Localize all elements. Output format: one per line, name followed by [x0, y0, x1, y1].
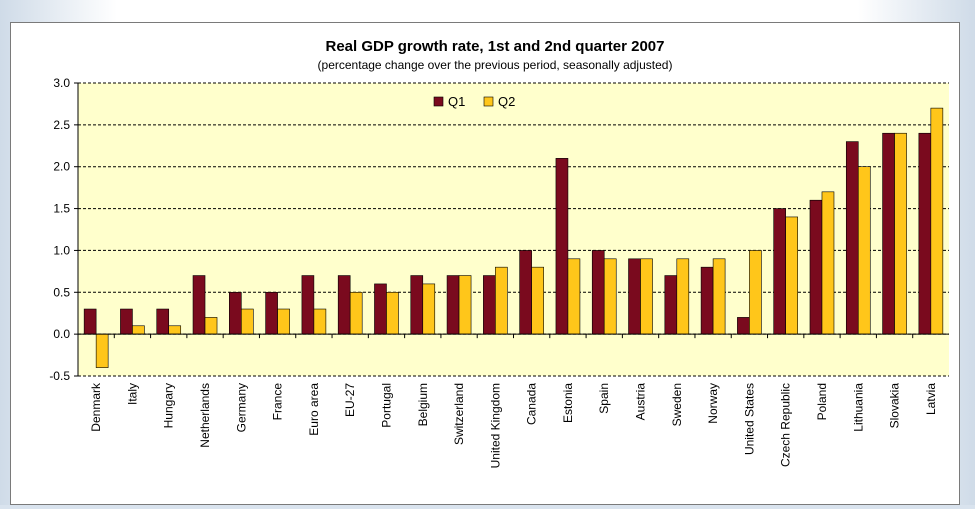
bar-q1-austria [628, 258, 641, 335]
x-tick-label: Slovakia [888, 383, 902, 429]
y-tick-label: 1.0 [53, 243, 70, 257]
bar-q1-netherlands [192, 275, 206, 335]
bar-chart: Real GDP growth rate, 1st and 2nd quarte… [49, 38, 949, 468]
bar-q1-latvia [918, 132, 932, 335]
chart-subtitle: (percentage change over the previous per… [318, 58, 673, 72]
x-tick-label: Italy [125, 383, 139, 405]
x-tick-label: Belgium [416, 383, 430, 426]
bar-q1-italy [120, 308, 133, 335]
x-tick-label: Latvia [924, 383, 938, 415]
bar-q2-latvia [930, 107, 944, 335]
x-tick-label: EU-27 [343, 383, 357, 417]
bar-q1-norway [700, 266, 714, 335]
bar-q1-france [265, 291, 278, 335]
bar-q2-eu-27 [349, 291, 363, 335]
bar-q2-switzerland [458, 275, 472, 335]
x-tick-label: Czech Republic [779, 383, 793, 467]
bar-q2-canada [531, 266, 544, 335]
bar-q1-estonia [555, 158, 569, 335]
bar-q2-belgium [422, 283, 436, 335]
bar-q1-lithuania [845, 141, 859, 335]
x-tick-label: Estonia [561, 383, 575, 423]
legend-label-q2: Q2 [498, 94, 515, 109]
y-tick-label: 0.5 [53, 285, 70, 299]
x-tick-label: Lithuania [851, 383, 865, 432]
bar-q2-poland [821, 191, 835, 335]
y-tick-label: 0.0 [53, 327, 70, 341]
bar-q1-sweden [664, 275, 678, 335]
x-tick-label: Netherlands [198, 383, 212, 448]
x-tick-label: Hungary [162, 383, 176, 428]
y-tick-label: 3.0 [53, 76, 70, 90]
y-axis: 3.0 2.5 2.0 1.5 1.0 0.5 0.0 -0.5 [49, 76, 79, 383]
x-tick-label: Denmark [89, 382, 103, 432]
bars [83, 107, 944, 368]
bar-q1-denmark [83, 308, 97, 335]
bar-q2-united-kingdom [495, 266, 508, 335]
y-tick-label: 2.0 [53, 160, 70, 174]
bar-q2-austria [640, 258, 653, 335]
y-tick-label: -0.5 [49, 369, 70, 383]
x-tick-label: Norway [706, 383, 720, 424]
bar-q1-switzerland [446, 275, 460, 335]
bar-q2-norway [712, 258, 726, 335]
bar-q1-spain [591, 250, 605, 335]
chart-title: Real GDP growth rate, 1st and 2nd quarte… [326, 38, 665, 55]
bar-q1-hungary [156, 308, 170, 335]
x-tick-label: Germany [234, 383, 248, 432]
legend-label-q1: Q1 [448, 94, 465, 109]
x-tick-label: Switzerland [452, 383, 466, 445]
y-tick-label: 2.5 [53, 118, 70, 132]
bar-q2-netherlands [204, 317, 218, 335]
plot-area [78, 83, 949, 376]
legend-swatch-q1 [433, 96, 444, 107]
bar-q2-euro-area [313, 308, 327, 335]
bar-q1-eu-27 [337, 275, 351, 335]
chart-panel: Real GDP growth rate, 1st and 2nd quarte… [10, 22, 960, 505]
bar-q1-euro-area [301, 275, 315, 335]
bar-q2-france [277, 308, 290, 335]
bar-q1-belgium [410, 275, 424, 335]
bar-q2-spain [603, 258, 617, 335]
bar-q2-denmark [95, 333, 109, 368]
x-tick-label: France [271, 383, 285, 421]
bar-q2-sweden [676, 258, 690, 335]
legend: Q1 Q2 [433, 94, 515, 109]
bar-q2-czech-republic [785, 216, 798, 335]
x-tick-label: Sweden [670, 383, 684, 426]
x-axis: Denmark Italy Hungary Netherlands Germany Fra… [77, 333, 949, 468]
y-tick-label: 1.5 [53, 202, 70, 216]
bar-q2-portugal [386, 291, 399, 335]
x-tick-label: Canada [525, 383, 539, 425]
x-tick-label: United States [742, 383, 756, 455]
bar-q2-slovakia [894, 132, 907, 335]
x-tick-label: United Kingdom [488, 383, 502, 468]
bar-q2-hungary [168, 325, 182, 335]
bar-q2-lithuania [857, 166, 871, 335]
x-tick-label: Austria [634, 383, 648, 421]
bar-q2-united-states [749, 250, 762, 335]
legend-swatch-q2 [483, 96, 494, 107]
bar-q1-slovakia [882, 132, 895, 335]
bar-q1-czech-republic [773, 208, 786, 335]
bar-q1-united-states [737, 317, 750, 335]
bar-q1-united-kingdom [483, 275, 496, 335]
x-tick-label: Euro area [307, 383, 321, 436]
x-tick-label: Portugal [379, 383, 393, 428]
bar-q2-italy [132, 325, 145, 335]
x-tick-label: Poland [815, 383, 829, 420]
bar-q1-canada [519, 250, 532, 335]
bar-q2-germany [241, 308, 254, 335]
bar-q1-poland [809, 199, 823, 335]
bar-q1-germany [229, 291, 242, 335]
bar-q2-estonia [567, 258, 581, 335]
bar-q1-portugal [374, 283, 387, 335]
x-tick-label: Spain [597, 383, 611, 414]
